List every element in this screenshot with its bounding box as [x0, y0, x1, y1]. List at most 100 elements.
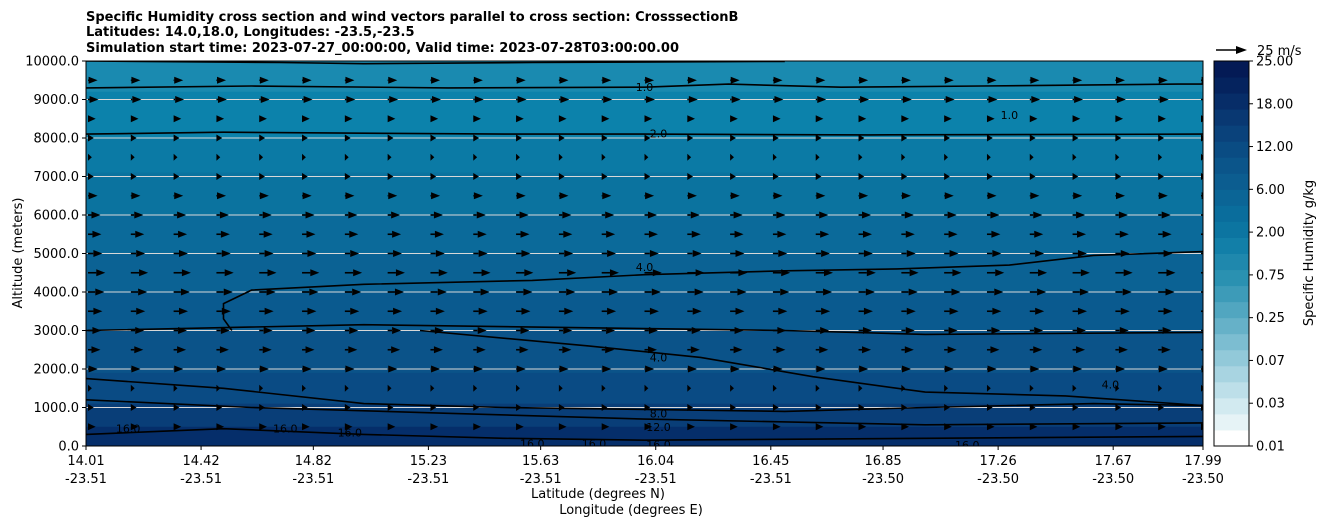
x-tick-longitude: -23.51	[180, 472, 222, 487]
wind-vector	[644, 365, 655, 373]
wind-vector	[130, 288, 148, 296]
wind-vector	[730, 115, 738, 123]
wind-vector	[387, 327, 402, 334]
wind-vector	[601, 327, 616, 334]
wind-vector	[516, 404, 522, 411]
wind-vector	[344, 269, 363, 277]
colorbar-tick-label: 25.00	[1256, 55, 1293, 70]
wind-vector	[259, 307, 274, 315]
wind-vector	[344, 365, 355, 373]
wind-vector	[901, 269, 919, 277]
quiver-key: 25 m/s	[1216, 44, 1302, 59]
colorbar-tick-label: 0.03	[1256, 397, 1285, 412]
wind-vector	[815, 115, 824, 123]
wind-vector	[986, 250, 1002, 257]
wind-vector	[473, 404, 480, 411]
y-tick-label: 6000.0	[34, 209, 80, 224]
wind-vector	[1115, 346, 1128, 354]
colorbar-segment	[1214, 381, 1249, 399]
wind-vector	[730, 96, 741, 103]
wind-vector	[130, 115, 139, 123]
wind-vector	[1029, 346, 1043, 354]
colorbar-segment	[1214, 157, 1249, 174]
wind-vector	[1072, 230, 1087, 238]
wind-vector	[430, 423, 439, 431]
wind-vector	[130, 96, 142, 103]
wind-vector	[387, 404, 394, 411]
wind-vector	[558, 173, 565, 180]
wind-vector	[173, 115, 182, 123]
wind-vector	[687, 230, 701, 238]
wind-vector	[430, 404, 437, 411]
wind-vector	[730, 423, 738, 431]
wind-vector	[1158, 115, 1166, 123]
contour-label: 16.0	[116, 423, 141, 436]
wind-vector	[815, 76, 826, 84]
contour-label: 4.0	[650, 351, 668, 364]
wind-vector	[344, 423, 353, 431]
wind-vector	[858, 269, 876, 277]
wind-vector	[344, 384, 349, 392]
wind-vector	[558, 134, 565, 142]
wind-vector	[88, 307, 103, 315]
wind-vector	[88, 288, 105, 296]
wind-vector	[730, 307, 745, 315]
wind-vector	[730, 153, 734, 161]
wind-vector	[88, 134, 94, 142]
wind-vector	[130, 134, 137, 142]
wind-vector	[302, 230, 316, 238]
wind-vector	[88, 327, 102, 334]
wind-vector	[173, 211, 187, 219]
wind-vector	[1072, 192, 1083, 200]
wind-vector	[901, 307, 916, 315]
wind-vector	[644, 192, 655, 200]
wind-vector	[473, 153, 478, 161]
wind-vector	[901, 153, 906, 161]
wind-vector	[430, 346, 443, 354]
wind-vector	[387, 288, 404, 296]
wind-vector	[772, 384, 777, 392]
contour-label: 16.0	[520, 438, 545, 451]
wind-vector	[516, 269, 534, 277]
wind-vector	[858, 288, 875, 296]
wind-vector	[687, 211, 700, 219]
wind-vector	[772, 173, 779, 180]
wind-vector	[687, 134, 694, 142]
wind-vector	[986, 269, 1005, 277]
colorbar-tick-label: 0.01	[1256, 440, 1285, 455]
wind-vector	[387, 192, 398, 200]
wind-vector	[130, 404, 137, 411]
humidity-band-10	[86, 426, 1203, 446]
x-tick-latitude: 17.99	[1184, 454, 1221, 469]
contour-line-4.0	[86, 323, 1203, 336]
wind-vector	[944, 211, 957, 219]
wind-vector	[302, 250, 317, 257]
wind-vector	[88, 115, 96, 123]
wind-vector	[88, 423, 96, 431]
wind-vector	[815, 173, 822, 180]
wind-vector	[858, 192, 869, 200]
wind-vector	[858, 384, 863, 392]
wind-vector	[1115, 423, 1124, 431]
wind-vector	[1158, 173, 1164, 180]
wind-vector	[1072, 365, 1083, 373]
wind-vector	[858, 404, 865, 411]
x-tick-latitude: 14.01	[67, 454, 104, 469]
wind-vector	[644, 269, 662, 277]
wind-vector	[216, 384, 221, 392]
wind-vector	[1072, 384, 1077, 392]
wind-vector	[1115, 211, 1128, 219]
contour-label: 4.0	[636, 261, 654, 274]
wind-vector	[772, 365, 783, 373]
colorbar-segment	[1214, 93, 1249, 110]
wind-vector	[1072, 76, 1083, 84]
x-tick-latitude: 16.04	[637, 454, 674, 469]
contour-label: 16.0	[955, 439, 980, 452]
colorbar-segment	[1214, 333, 1249, 351]
wind-vector	[644, 115, 653, 123]
wind-vector	[1201, 115, 1203, 123]
wind-vector	[558, 327, 573, 334]
wind-vector	[1115, 269, 1133, 277]
x-tick-latitude: 15.23	[410, 454, 447, 469]
title-line-1: Specific Humidity cross section and wind…	[86, 10, 738, 25]
